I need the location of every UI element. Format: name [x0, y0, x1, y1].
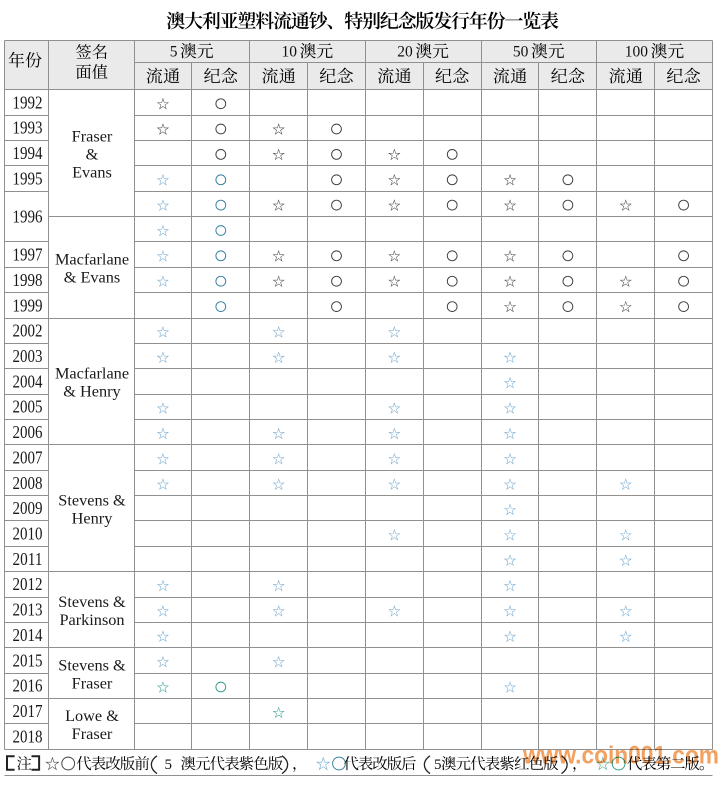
- svg-text:20: 20: [397, 43, 413, 60]
- svg-text:Fraser: Fraser: [72, 724, 113, 743]
- svg-text:1999: 1999: [13, 295, 43, 315]
- svg-text:Parkinson: Parkinson: [59, 610, 124, 629]
- svg-text:50: 50: [513, 43, 529, 60]
- svg-text:2003: 2003: [13, 346, 43, 366]
- svg-text:Henry: Henry: [72, 508, 114, 527]
- svg-text:2013: 2013: [13, 600, 43, 620]
- svg-text:Stevens &: Stevens &: [58, 592, 126, 611]
- svg-text:1993: 1993: [13, 118, 43, 138]
- svg-text:1997: 1997: [13, 245, 43, 265]
- svg-text:www.coin001.com: www.coin001.com: [522, 742, 719, 770]
- svg-text:2011: 2011: [13, 549, 43, 569]
- svg-text:2010: 2010: [13, 524, 43, 544]
- svg-text:2002: 2002: [13, 321, 43, 341]
- svg-text:Macfarlane: Macfarlane: [55, 364, 129, 383]
- svg-text:2017: 2017: [13, 701, 43, 721]
- svg-text:2004: 2004: [13, 371, 43, 391]
- svg-text:5: 5: [165, 757, 173, 773]
- svg-text:1994: 1994: [13, 143, 43, 163]
- svg-text:Lowe &: Lowe &: [65, 706, 119, 725]
- svg-text:&: &: [86, 144, 99, 163]
- svg-text:1995: 1995: [13, 169, 43, 189]
- svg-text:2007: 2007: [13, 447, 43, 467]
- svg-text:2015: 2015: [13, 650, 43, 670]
- svg-text:2005: 2005: [13, 397, 43, 417]
- svg-text:2014: 2014: [13, 625, 43, 645]
- svg-text:1996: 1996: [13, 207, 43, 227]
- svg-text:2008: 2008: [13, 473, 43, 493]
- svg-text:Stevens &: Stevens &: [58, 490, 126, 509]
- svg-text:1998: 1998: [13, 270, 43, 290]
- svg-text:2006: 2006: [13, 422, 43, 442]
- svg-text:& Henry: & Henry: [63, 382, 121, 401]
- svg-text:2016: 2016: [13, 676, 43, 696]
- svg-text:Fraser: Fraser: [72, 126, 113, 145]
- svg-text:1992: 1992: [13, 92, 43, 112]
- svg-text:10: 10: [282, 43, 298, 60]
- svg-text:& Evans: & Evans: [64, 268, 121, 287]
- svg-text:Evans: Evans: [72, 162, 112, 181]
- svg-text:2012: 2012: [13, 574, 43, 594]
- svg-text:Stevens &: Stevens &: [58, 655, 126, 674]
- svg-text:Fraser: Fraser: [72, 673, 113, 692]
- svg-text:100: 100: [625, 43, 649, 60]
- svg-text:Macfarlane: Macfarlane: [55, 250, 129, 269]
- svg-text:5: 5: [170, 43, 178, 60]
- svg-text:2018: 2018: [13, 726, 43, 746]
- svg-text:2009: 2009: [13, 498, 43, 518]
- svg-text:5: 5: [434, 757, 442, 773]
